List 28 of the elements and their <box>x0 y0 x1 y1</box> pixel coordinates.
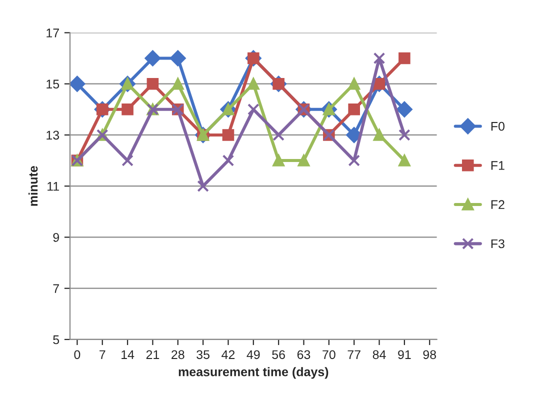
x-tick-label: 7 <box>100 350 106 359</box>
x-tick-label: 63 <box>297 350 310 360</box>
legend-label: F1 <box>491 161 504 170</box>
x-tick-label: 70 <box>322 350 336 360</box>
y-tick-label: 13 <box>46 130 60 140</box>
x-tick-label: 42 <box>222 350 235 359</box>
x-tick-label: 98 <box>423 350 436 360</box>
x-tick-label: 0 <box>74 350 80 360</box>
x-tick-label: 35 <box>196 350 210 360</box>
x-axis-title: measurement time (days) <box>178 367 328 379</box>
x-tick-label: 28 <box>172 350 184 360</box>
x-tick-label: 56 <box>272 350 285 360</box>
x-tick-label: 77 <box>348 350 360 359</box>
legend-label: F2 <box>491 200 504 209</box>
legend-label: F3 <box>491 239 504 248</box>
x-tick-label: 49 <box>246 350 260 360</box>
x-tick-label: 91 <box>398 350 411 360</box>
legend-label: F0 <box>491 122 504 131</box>
x-tick-label: 84 <box>372 350 386 360</box>
y-tick-label: 17 <box>46 28 59 38</box>
y-tick-label: 11 <box>48 182 59 191</box>
y-tick-label: 9 <box>53 233 59 242</box>
y-tick-label: 5 <box>53 335 60 344</box>
x-tick-label: 21 <box>146 350 160 359</box>
x-tick-label: 14 <box>122 350 134 359</box>
y-tick-label: 7 <box>53 284 59 293</box>
y-axis-title: minute <box>28 166 38 206</box>
y-tick-label: 15 <box>46 80 60 88</box>
